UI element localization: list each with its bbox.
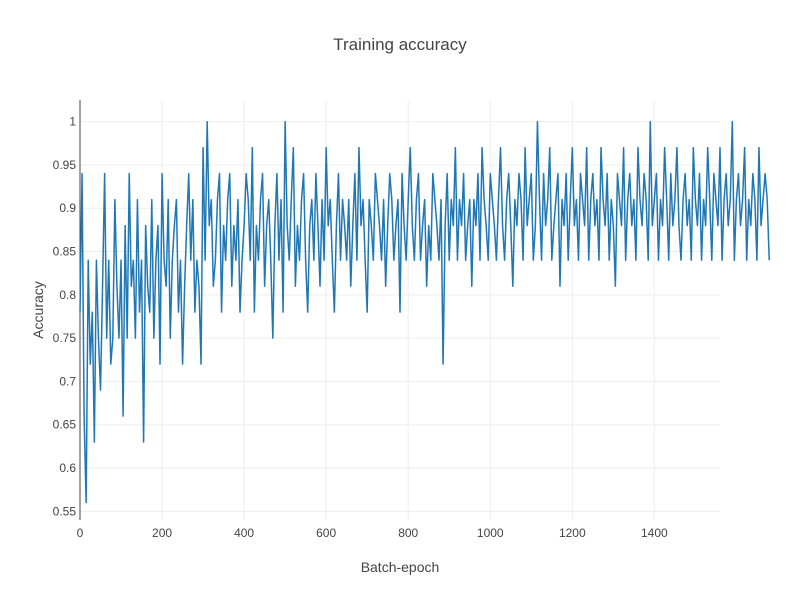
x-tick-label: 1400: [641, 526, 668, 540]
x-tick-label: 800: [398, 526, 418, 540]
x-tick-label: 1200: [559, 526, 586, 540]
y-tick-label: 0.8: [59, 288, 76, 302]
chart-title: Training accuracy: [333, 35, 467, 54]
y-tick-label: 0.95: [53, 158, 77, 172]
x-tick-label: 600: [316, 526, 336, 540]
y-tick-label: 0.9: [59, 201, 76, 215]
x-tick-label: 400: [234, 526, 254, 540]
accuracy-series-line: [79, 120, 770, 504]
y-tick-label: 0.7: [59, 374, 76, 388]
y-tick-label: 0.55: [53, 504, 77, 518]
y-tick-label: 0.65: [53, 418, 77, 432]
y-tick-label: 0.85: [53, 245, 77, 259]
y-axis-ticks: 0.55 0.6 0.65 0.7 0.75 0.8 0.85 0.9 0.95 1: [53, 115, 77, 519]
x-tick-label: 200: [152, 526, 172, 540]
x-tick-label: 0: [77, 526, 84, 540]
y-tick-label: 1: [69, 115, 76, 129]
x-axis-ticks: 0 200 400 600 800 1000 1200 1400: [77, 526, 668, 540]
x-axis-label: Batch-epoch: [361, 559, 440, 575]
y-tick-label: 0.6: [59, 461, 76, 475]
x-tick-label: 1000: [477, 526, 504, 540]
y-tick-label: 0.75: [53, 331, 77, 345]
y-axis-label: Accuracy: [30, 281, 46, 339]
